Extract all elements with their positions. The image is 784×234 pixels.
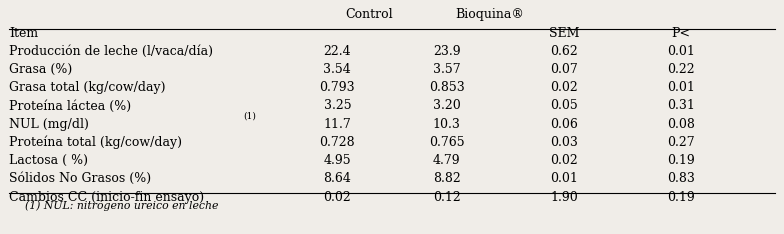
Text: 0.765: 0.765	[429, 136, 464, 149]
Text: Control: Control	[345, 8, 392, 21]
Text: 3.25: 3.25	[324, 99, 351, 113]
Text: 0.19: 0.19	[667, 191, 695, 204]
Text: 3.20: 3.20	[433, 99, 460, 113]
Text: NUL (mg/dl): NUL (mg/dl)	[9, 118, 89, 131]
Text: 0.05: 0.05	[550, 99, 578, 113]
Text: 8.64: 8.64	[323, 172, 351, 185]
Text: 0.728: 0.728	[320, 136, 355, 149]
Text: Cambios CC (inicio-fin ensayo): Cambios CC (inicio-fin ensayo)	[9, 191, 205, 204]
Text: 0.793: 0.793	[320, 81, 355, 94]
Text: 0.22: 0.22	[667, 63, 695, 76]
Text: 0.01: 0.01	[667, 45, 695, 58]
Text: Grasa (%): Grasa (%)	[9, 63, 72, 76]
Text: 3.54: 3.54	[324, 63, 351, 76]
Text: 22.4: 22.4	[324, 45, 351, 58]
Text: Grasa total (kg/cow/day): Grasa total (kg/cow/day)	[9, 81, 165, 94]
Text: (1) NUL: nitrógeno ureico en leche: (1) NUL: nitrógeno ureico en leche	[25, 200, 218, 211]
Text: 0.62: 0.62	[550, 45, 578, 58]
Text: 4.95: 4.95	[324, 154, 351, 167]
Text: 0.27: 0.27	[667, 136, 695, 149]
Text: 0.08: 0.08	[667, 118, 695, 131]
Text: Producción de leche (l/vaca/día): Producción de leche (l/vaca/día)	[9, 45, 213, 58]
Text: 0.07: 0.07	[550, 63, 578, 76]
Text: 0.19: 0.19	[667, 154, 695, 167]
Text: Bioquina®: Bioquina®	[456, 8, 524, 21]
Text: 0.06: 0.06	[550, 118, 578, 131]
Text: 4.79: 4.79	[433, 154, 460, 167]
Text: Sólidos No Grasos (%): Sólidos No Grasos (%)	[9, 172, 151, 185]
Text: Lactosa ( %): Lactosa ( %)	[9, 154, 89, 167]
Text: 0.02: 0.02	[550, 154, 578, 167]
Text: 3.57: 3.57	[433, 63, 460, 76]
Text: 0.02: 0.02	[324, 191, 351, 204]
Text: 23.9: 23.9	[433, 45, 460, 58]
Text: 0.03: 0.03	[550, 136, 578, 149]
Text: 8.82: 8.82	[433, 172, 460, 185]
Text: (1): (1)	[244, 112, 256, 121]
Text: 0.01: 0.01	[550, 172, 578, 185]
Text: 0.12: 0.12	[433, 191, 460, 204]
Text: 0.01: 0.01	[667, 81, 695, 94]
Text: P<: P<	[672, 27, 691, 40]
Text: 11.7: 11.7	[324, 118, 351, 131]
Text: 0.02: 0.02	[550, 81, 578, 94]
Text: 1.90: 1.90	[550, 191, 578, 204]
Text: Item: Item	[9, 27, 38, 40]
Text: 0.83: 0.83	[667, 172, 695, 185]
Text: 10.3: 10.3	[433, 118, 461, 131]
Text: Proteína láctea (%): Proteína láctea (%)	[9, 99, 132, 113]
Text: SEM: SEM	[549, 27, 579, 40]
Text: Proteína total (kg/cow/day): Proteína total (kg/cow/day)	[9, 136, 182, 150]
Text: 0.31: 0.31	[667, 99, 695, 113]
Text: 0.853: 0.853	[429, 81, 465, 94]
